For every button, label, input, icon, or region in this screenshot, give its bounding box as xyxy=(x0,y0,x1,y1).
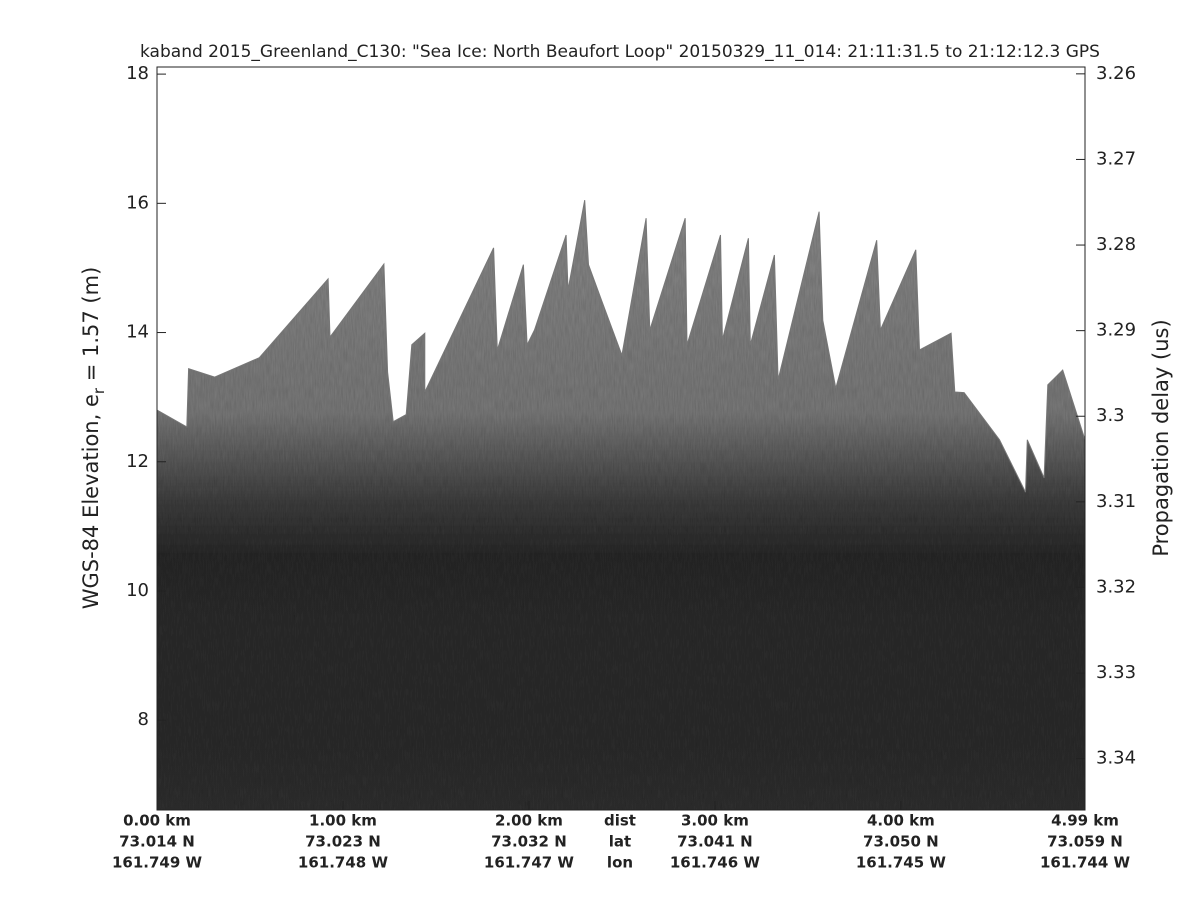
x-row-label: lat xyxy=(609,833,631,851)
x-tick-label: 3.00 km xyxy=(681,812,749,830)
echogram-image xyxy=(157,200,1085,810)
x-tick-lat: 73.032 N xyxy=(491,833,567,851)
y2-tick-label: 3.34 xyxy=(1096,748,1136,769)
x-tick-lat: 73.041 N xyxy=(677,833,753,851)
x-row-label: lon xyxy=(607,854,633,872)
x-tick-lon: 161.745 W xyxy=(856,854,947,872)
x-tick-lat: 73.014 N xyxy=(119,833,195,851)
y-tick-label: 14 xyxy=(126,322,149,343)
plot-frame xyxy=(156,66,1086,811)
y2-axis-label: Propagation delay (us) xyxy=(1149,319,1173,556)
y-tick-label: 12 xyxy=(126,451,149,472)
x-tick-lon: 161.748 W xyxy=(298,854,389,872)
x-row-label: dist xyxy=(604,812,636,830)
x-tick-lon: 161.749 W xyxy=(112,854,203,872)
surface-line xyxy=(157,200,1085,493)
chart-title: kaband 2015_Greenland_C130: "Sea Ice: No… xyxy=(140,42,1100,62)
x-tick-label: 1.00 km xyxy=(309,812,377,830)
y-label-subscript: r xyxy=(90,387,108,394)
x-tick-lon: 161.747 W xyxy=(484,854,575,872)
x-tick-lat: 73.059 N xyxy=(1047,833,1123,851)
x-tick-label: 4.00 km xyxy=(867,812,935,830)
y-tick-label: 16 xyxy=(126,192,149,213)
y2-tick-label: 3.26 xyxy=(1096,63,1136,84)
x-tick-label: 4.99 km xyxy=(1051,812,1119,830)
y-tick-label: 18 xyxy=(126,63,149,84)
y2-tick-label: 3.31 xyxy=(1096,491,1136,512)
y2-tick-label: 3.32 xyxy=(1096,576,1136,597)
y2-tick-label: 3.28 xyxy=(1096,234,1136,255)
y-tick-label: 8 xyxy=(138,709,149,730)
y2-tick-label: 3.29 xyxy=(1096,320,1136,341)
x-tick-lon: 161.746 W xyxy=(670,854,761,872)
y-label-text: WGS-84 Elevation, e xyxy=(79,394,103,609)
y2-tick-label: 3.33 xyxy=(1096,662,1136,683)
x-tick-label: 0.00 km xyxy=(123,812,191,830)
x-tick-label: 2.00 km xyxy=(495,812,563,830)
plot-area xyxy=(157,200,1085,810)
y2-tick-label: 3.27 xyxy=(1096,148,1136,169)
y-label-text: = 1.57 (m) xyxy=(79,267,103,388)
y2-tick-label: 3.3 xyxy=(1096,405,1125,426)
x-tick-lon: 161.744 W xyxy=(1040,854,1131,872)
x-tick-lat: 73.023 N xyxy=(305,833,381,851)
y-axis-label: WGS-84 Elevation, er = 1.57 (m) xyxy=(79,267,108,610)
x-tick-lat: 73.050 N xyxy=(863,833,939,851)
y-tick-label: 10 xyxy=(126,580,149,601)
